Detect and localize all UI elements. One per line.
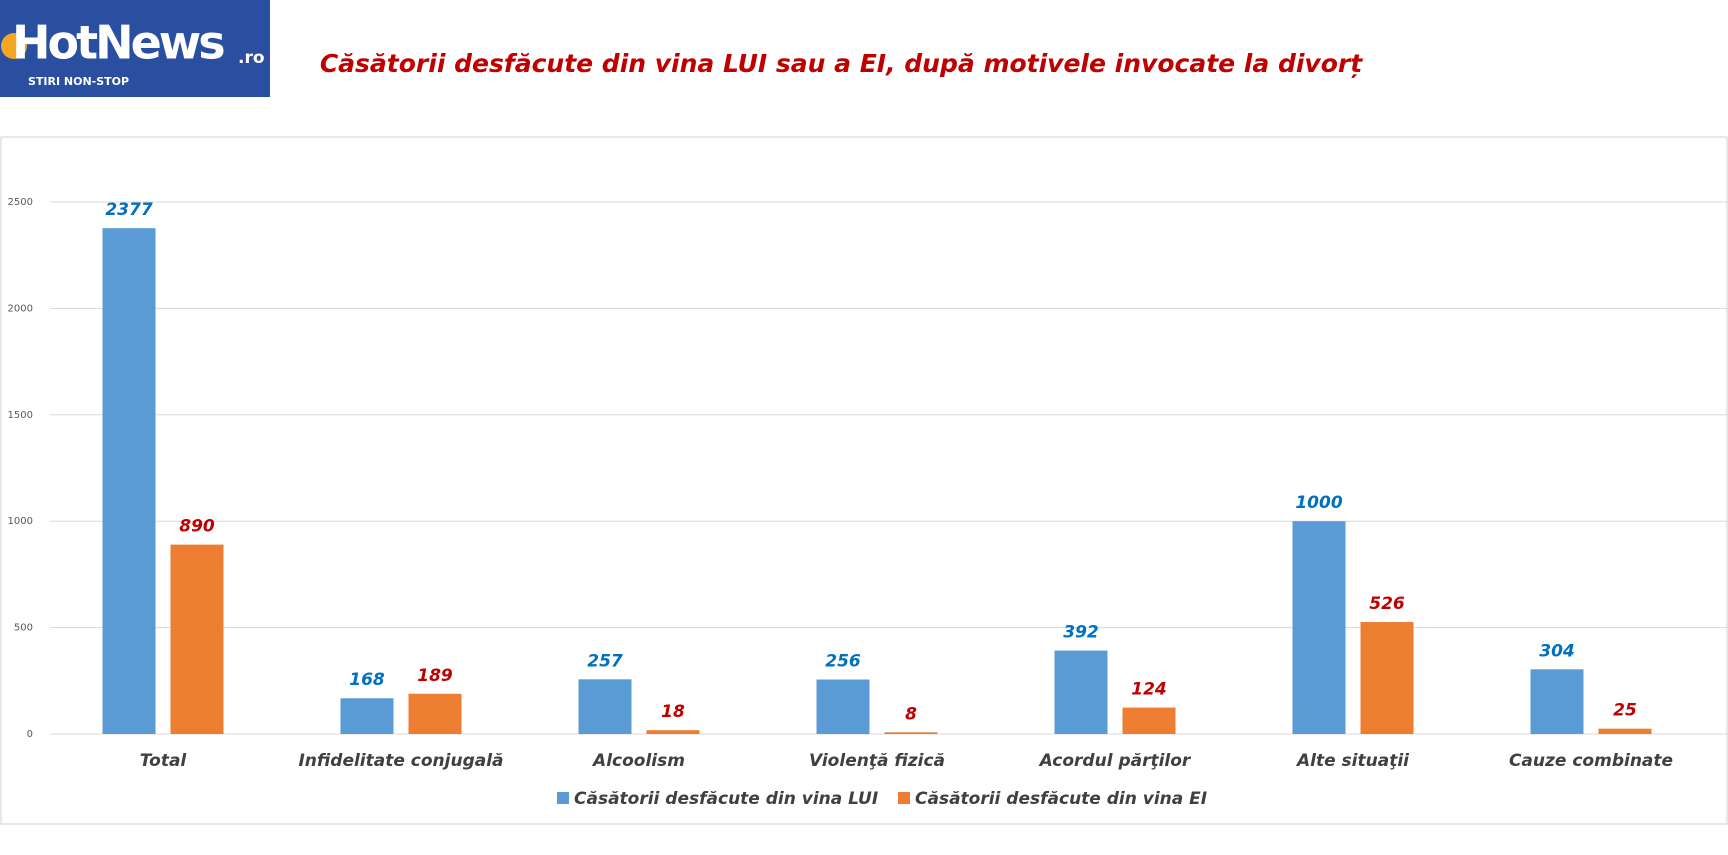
- x-tick-label: Alte situaţii: [1295, 751, 1410, 771]
- chart-title: Căsătorii desfăcute din vina LUI sau a E…: [320, 49, 1363, 78]
- bar: [1054, 650, 1108, 734]
- value-label: 890: [179, 517, 215, 537]
- x-tick-label: Infidelitate conjugală: [298, 751, 503, 771]
- y-tick-label: 1500: [8, 410, 33, 421]
- x-tick-label: Total: [140, 751, 188, 771]
- legend-label: Căsătorii desfăcute din vina LUI: [574, 789, 878, 809]
- bar: [170, 544, 224, 734]
- logo-box: [0, 0, 270, 97]
- value-label: 168: [349, 670, 385, 690]
- legend-swatch: [557, 792, 569, 804]
- y-tick-label: 0: [27, 729, 33, 740]
- value-label: 392: [1063, 623, 1099, 643]
- bar: [646, 730, 700, 734]
- value-label: 189: [417, 666, 453, 686]
- value-label: 1000: [1295, 493, 1342, 513]
- value-label: 8: [905, 704, 917, 724]
- value-label: 304: [1539, 641, 1575, 661]
- bar: [884, 732, 938, 734]
- bar: [408, 693, 462, 734]
- logo-sun: [1, 33, 27, 59]
- x-tick-label: Alcoolism: [591, 751, 685, 771]
- value-label: 526: [1369, 594, 1405, 614]
- bar: [816, 679, 870, 734]
- y-tick-label: 2500: [8, 197, 33, 208]
- bar: [1292, 521, 1346, 734]
- chart-frame: [0, 136, 1728, 825]
- value-label: 18: [661, 702, 685, 722]
- bar: [1360, 622, 1414, 734]
- x-tick-label: Violenţă fizică: [809, 751, 945, 771]
- value-label: 25: [1613, 701, 1637, 721]
- bar: [578, 679, 632, 734]
- y-tick-label: 2000: [8, 303, 33, 314]
- bar: [102, 228, 156, 735]
- x-tick-label: Acordul părţilor: [1038, 751, 1192, 771]
- x-tick-label: Cauze combinate: [1509, 751, 1673, 771]
- bar: [1598, 728, 1652, 734]
- bar: [340, 698, 394, 734]
- logo-suffix: .ro: [238, 48, 265, 68]
- y-tick-label: 1000: [8, 516, 33, 527]
- bar: [1530, 669, 1584, 734]
- legend-swatch: [898, 792, 910, 804]
- logo-brand: HotNews: [12, 16, 224, 70]
- legend-label: Căsătorii desfăcute din vina EI: [915, 789, 1207, 809]
- logo-tagline: STIRI NON-STOP: [28, 75, 129, 88]
- value-label: 256: [825, 652, 861, 672]
- y-tick-label: 500: [14, 623, 33, 634]
- value-label: 124: [1131, 680, 1167, 700]
- value-label: 257: [587, 651, 623, 671]
- value-label: 2377: [105, 200, 152, 220]
- bar: [1122, 707, 1176, 734]
